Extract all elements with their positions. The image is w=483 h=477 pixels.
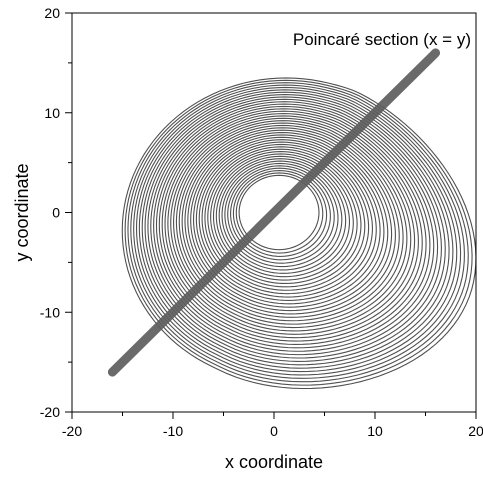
attractor-loop <box>201 143 370 295</box>
attractor-loop <box>121 77 477 390</box>
attractor-loop <box>195 139 377 301</box>
attractor-loop <box>155 105 431 349</box>
attractor-loop <box>221 160 343 271</box>
attractor-loop <box>175 122 404 325</box>
attractor-loop <box>204 146 366 291</box>
attractor-loop <box>124 79 473 386</box>
attractor-loop <box>153 103 435 352</box>
attractor-loop <box>161 110 423 342</box>
attractor-loop <box>218 158 347 274</box>
attractor-loop <box>210 151 358 285</box>
attractor-loop <box>141 94 450 366</box>
attractor-loop <box>184 129 393 315</box>
x-tick-label: 0 <box>270 423 278 439</box>
attractor-loop <box>164 113 419 339</box>
x-tick-label: 10 <box>367 423 383 439</box>
attractor-loop <box>150 101 439 356</box>
y-axis-title: y coordinate <box>12 163 32 261</box>
x-axis-ticks: -20 -10 0 10 20 <box>62 412 483 439</box>
plot-area <box>107 48 477 390</box>
attractor-loop <box>130 84 465 379</box>
attractor-loop <box>167 115 416 335</box>
attractor-loop <box>230 167 331 261</box>
attractor-loop <box>158 108 427 346</box>
attractor-loop <box>192 136 381 305</box>
attractor-loop <box>178 124 400 322</box>
attractor-loop <box>173 120 408 329</box>
attractor-loop <box>190 134 385 308</box>
y-tick-label: -20 <box>40 404 60 420</box>
attractor-loop <box>170 117 412 332</box>
attractor-loop <box>238 174 320 251</box>
attractor-loop <box>133 86 462 376</box>
y-tick-label: 20 <box>44 5 60 21</box>
attractor-loop <box>138 91 454 369</box>
attractor-loop <box>144 96 446 362</box>
attractor-loop <box>224 162 339 268</box>
poincare-section-label: Poincaré section (x = y) <box>293 30 471 49</box>
x-tick-label: -20 <box>62 423 82 439</box>
x-tick-label: 20 <box>468 423 483 439</box>
attractor-loop <box>187 132 389 312</box>
attractor-loop <box>127 82 469 383</box>
attractor-loop <box>227 165 335 264</box>
attractor-loop <box>232 170 328 257</box>
y-axis-ticks: -20 -10 0 10 20 <box>40 5 72 420</box>
attractor-trajectory <box>121 77 477 390</box>
attractor-loop <box>198 141 373 298</box>
attractor-loop <box>207 148 362 288</box>
attractor-loop <box>147 98 442 359</box>
attractor-loop <box>215 155 351 278</box>
y-tick-label: 0 <box>52 205 60 221</box>
attractor-loop <box>235 172 324 254</box>
attractor-loop <box>135 89 458 373</box>
poincare-section-line <box>107 48 441 377</box>
y-tick-label: 10 <box>44 105 60 121</box>
attractor-loop <box>181 127 396 318</box>
x-tick-label: -10 <box>163 423 183 439</box>
y-tick-label: -10 <box>40 304 60 320</box>
attractor-loop <box>212 153 354 281</box>
x-axis-title: x coordinate <box>225 452 323 472</box>
